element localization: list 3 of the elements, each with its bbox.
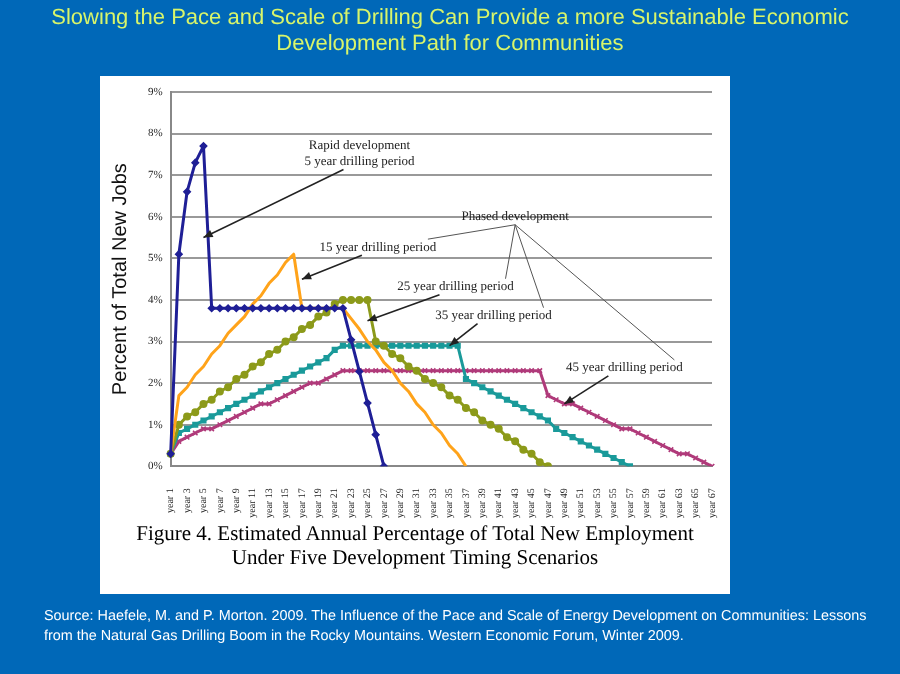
y-axis-title: Percent of Total New Jobs: [109, 163, 132, 396]
caption: Figure 4. Estimated Annual Percentage of Total New Employment Under Five Development Timing Scenarios: [134, 524, 696, 572]
chart-title: Slowing the Pace and Scale of Drilling Can Provide a more Sustainable Economic Development Path for Communities: [49, 6, 851, 58]
